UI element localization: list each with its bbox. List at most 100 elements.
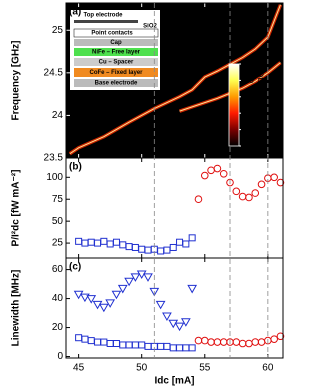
marker	[168, 319, 179, 329]
marker	[232, 187, 241, 196]
marker	[81, 335, 89, 343]
marker	[270, 335, 278, 343]
marker	[87, 238, 95, 246]
marker	[111, 290, 122, 300]
panel-label: (a)	[69, 7, 81, 18]
x-tick-label: 55	[199, 363, 211, 374]
colorbar-tick-label: 15	[243, 91, 255, 102]
inset-label: NiFe – Free layer	[92, 50, 141, 56]
colorbar-tick-label: 20	[243, 75, 255, 86]
marker	[238, 192, 247, 201]
y-tick-label: 23.5	[44, 153, 64, 164]
y-tick-label: 60	[52, 264, 64, 275]
y-axis-label: Linewidth [MHz]	[11, 270, 22, 347]
marker	[219, 338, 228, 346]
marker	[169, 344, 177, 352]
marker	[207, 338, 215, 346]
x-axis-label: Idc [mA]	[155, 376, 195, 387]
layer	[74, 58, 158, 66]
marker	[213, 338, 222, 346]
marker	[144, 246, 152, 254]
y-tick-label: 0	[57, 351, 63, 362]
marker	[232, 338, 241, 346]
colorbar-tick-label: 0	[243, 141, 249, 152]
marker	[94, 239, 102, 247]
marker	[138, 245, 146, 253]
marker	[94, 338, 102, 346]
marker	[251, 338, 260, 346]
marker	[124, 277, 134, 287]
marker	[162, 312, 172, 321]
marker	[80, 293, 90, 303]
y-tick-label: 40	[52, 293, 64, 304]
marker	[125, 243, 133, 251]
marker	[119, 341, 127, 349]
inset-label: Base electrode	[95, 81, 138, 87]
marker	[182, 240, 190, 248]
colorbar	[228, 63, 240, 147]
marker	[270, 173, 278, 182]
inset-label: Cu – Spacer	[99, 60, 134, 66]
marker	[188, 234, 196, 242]
inset-label: Point contacts	[91, 31, 133, 37]
marker	[143, 273, 153, 282]
x-tick-label: 60	[262, 363, 274, 374]
marker	[188, 344, 196, 352]
marker	[106, 340, 114, 348]
colorbar-tick-label: 10	[243, 108, 255, 119]
colorbar-label: Power [dB over noise]	[256, 56, 267, 154]
marker	[207, 166, 215, 175]
marker	[251, 189, 260, 197]
marker	[245, 339, 253, 348]
x-tick-label: 45	[73, 363, 85, 374]
inset-label: Top electrode	[84, 13, 124, 19]
colorbar-tick-label: 25	[243, 59, 255, 70]
spectral-line	[69, 4, 281, 155]
marker	[200, 336, 209, 345]
inset-label: CoFe – Fixed layer	[89, 70, 143, 76]
marker	[131, 243, 139, 251]
marker	[144, 342, 152, 350]
marker	[257, 338, 266, 346]
marker	[194, 195, 203, 204]
marker	[81, 239, 89, 247]
colorbar-tick-label: 5	[243, 124, 249, 135]
marker	[125, 341, 133, 349]
marker	[257, 180, 266, 189]
marker	[131, 341, 139, 349]
marker	[112, 238, 120, 246]
marker	[169, 243, 177, 251]
y-tick-label: 50	[52, 216, 64, 227]
marker	[117, 284, 128, 294]
marker	[163, 246, 171, 254]
inset-label: SiO2	[143, 24, 157, 30]
layer	[74, 79, 158, 87]
marker	[157, 247, 165, 255]
marker	[149, 287, 160, 297]
marker	[98, 303, 109, 313]
layer	[74, 68, 158, 77]
plot-frame	[65, 257, 284, 359]
marker	[200, 171, 209, 180]
marker	[187, 284, 198, 294]
marker	[194, 336, 203, 345]
y-tick-label: 100	[46, 172, 63, 183]
inset-label: Cap	[110, 40, 122, 46]
marker	[87, 337, 95, 345]
plot-frame	[65, 157, 284, 259]
marker	[163, 342, 171, 350]
marker	[92, 300, 103, 310]
marker	[155, 300, 166, 310]
marker	[86, 295, 97, 304]
panel-label: (b)	[69, 162, 82, 173]
y-axis-label: P/I²dc [fW mA⁻²]	[11, 170, 22, 247]
layer	[73, 28, 159, 38]
marker	[176, 344, 184, 352]
layer	[74, 48, 158, 56]
marker	[182, 344, 190, 352]
marker	[105, 299, 116, 308]
marker	[75, 334, 83, 342]
x-tick-label: 50	[136, 363, 148, 374]
layer	[74, 20, 138, 23]
y-axis-label: Frequency [GHz]	[11, 40, 22, 120]
